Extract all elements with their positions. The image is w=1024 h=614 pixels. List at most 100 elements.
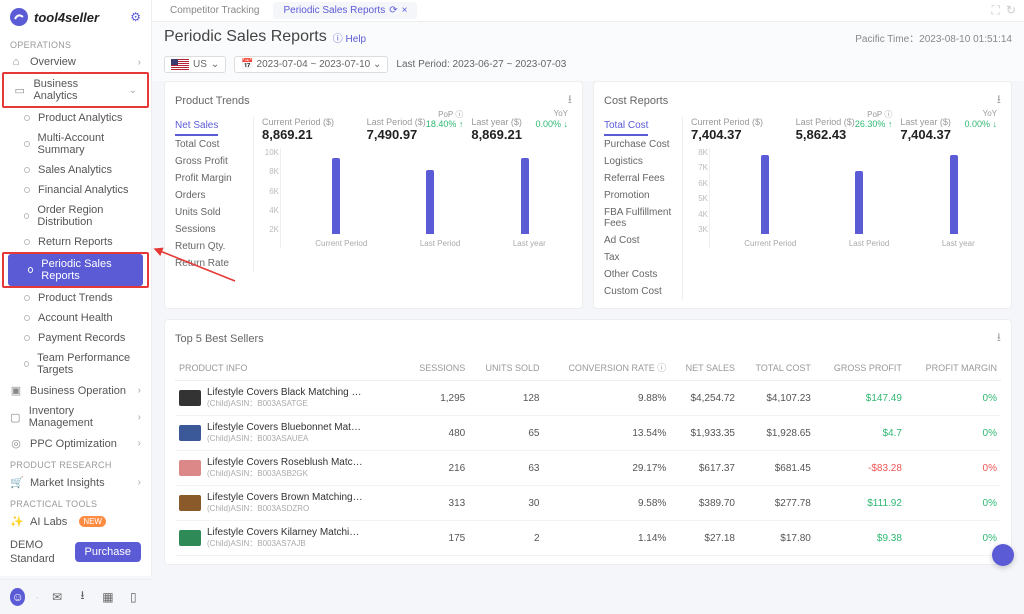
expand-icon[interactable]: ⛶ bbox=[992, 3, 1000, 18]
metric-item[interactable]: Return Rate bbox=[175, 255, 245, 272]
nav-overview[interactable]: ⌂Overview› bbox=[0, 52, 151, 72]
dot-icon bbox=[28, 267, 33, 273]
filter-row: US⌄ 📅 2023-07-04 ~ 2023-07-10 ⌄ Last Per… bbox=[152, 52, 1024, 81]
bottom-toolbar: ☺ · ✉ ⭳ ▦ ▯ bbox=[0, 579, 151, 614]
nav-multi-account[interactable]: Multi-Account Summary bbox=[0, 128, 151, 160]
nav-ai-labs[interactable]: ✨AI LabsNEW bbox=[0, 511, 151, 532]
tabs-row: Competitor Tracking Periodic Sales Repor… bbox=[152, 0, 1024, 22]
metric-item[interactable]: Promotion bbox=[604, 187, 674, 204]
main-area: Competitor Tracking Periodic Sales Repor… bbox=[152, 0, 1024, 576]
help-link[interactable]: ⓘ Help bbox=[333, 30, 366, 45]
new-badge: NEW bbox=[79, 516, 106, 527]
table-row[interactable]: Lifestyle Covers Brown Matching…(Child)A… bbox=[175, 486, 1001, 521]
nav-financial-analytics[interactable]: Financial Analytics bbox=[0, 180, 151, 200]
header-row: Periodic Sales Reports ⓘ Help Pacific Ti… bbox=[152, 22, 1024, 52]
card-title: Cost Reports bbox=[604, 95, 668, 107]
chevron-down-icon: ⌄ bbox=[211, 59, 219, 70]
nav-return-reports[interactable]: Return Reports bbox=[0, 232, 151, 252]
nav-business-operation[interactable]: ▣Business Operation› bbox=[0, 380, 151, 401]
metric-item[interactable]: Tax bbox=[604, 249, 674, 266]
home-icon: ⌂ bbox=[10, 56, 22, 68]
box-icon: ▢ bbox=[10, 411, 21, 424]
briefcase-icon: ▣ bbox=[10, 384, 22, 397]
close-icon[interactable]: × bbox=[402, 5, 408, 16]
dot-icon bbox=[24, 239, 30, 245]
nav-team-performance[interactable]: Team Performance Targets bbox=[0, 348, 151, 380]
nav-payment-records[interactable]: Payment Records bbox=[0, 328, 151, 348]
metric-item[interactable]: Return Qty. bbox=[175, 238, 245, 255]
mobile-icon[interactable]: ▯ bbox=[126, 588, 141, 606]
content: Product Trends⭳ Net SalesTotal CostGross… bbox=[152, 81, 1024, 576]
best-sellers-table: PRODUCT INFOSESSIONSUNITS SOLDCONVERSION… bbox=[175, 355, 1001, 556]
logo-icon bbox=[10, 8, 28, 26]
trends-metric-list: Net SalesTotal CostGross ProfitProfit Ma… bbox=[175, 117, 245, 272]
download-icon[interactable]: ⭳ bbox=[568, 90, 572, 111]
avatar-icon[interactable]: ☺ bbox=[10, 588, 25, 606]
metric-item[interactable]: Purchase Cost bbox=[604, 136, 674, 153]
metric-item[interactable]: Other Costs bbox=[604, 266, 674, 283]
download-icon[interactable]: ⭳ bbox=[75, 588, 90, 606]
dot-icon bbox=[24, 315, 30, 321]
chevron-right-icon: › bbox=[138, 385, 141, 396]
nav-account-health[interactable]: Account Health bbox=[0, 308, 151, 328]
nav-business-analytics[interactable]: ▭Business Analytics⌄ bbox=[4, 74, 147, 106]
table-row[interactable]: Lifestyle Covers Roseblush Matc…(Child)A… bbox=[175, 451, 1001, 486]
metric-item[interactable]: Net Sales bbox=[175, 117, 218, 136]
metric-item[interactable]: Custom Cost bbox=[604, 283, 674, 300]
purchase-button[interactable]: Purchase bbox=[75, 542, 141, 562]
trends-chart: Current Period ($)8,869.21 PoP ⓘLast Per… bbox=[262, 117, 572, 272]
cost-reports-card: Cost Reports ⭳ Total CostPurchase CostLog… bbox=[593, 81, 1012, 309]
best-sellers-card: Top 5 Best Sellers ⭳ PRODUCT INFOSESSIONS… bbox=[164, 319, 1012, 565]
product-trends-card: Product Trends⭳ Net SalesTotal CostGross… bbox=[164, 81, 583, 309]
metric-item[interactable]: Referral Fees bbox=[604, 170, 674, 187]
gear-icon[interactable]: ⚙ bbox=[130, 10, 141, 24]
table-row[interactable]: Lifestyle Covers Kilarney Matchi…(Child)… bbox=[175, 521, 1001, 556]
table-row[interactable]: Lifestyle Covers Black Matching …(Child)… bbox=[175, 381, 1001, 416]
dot-icon bbox=[24, 141, 30, 147]
metric-item[interactable]: FBA Fulfillment Fees bbox=[604, 204, 674, 232]
chevron-right-icon: › bbox=[138, 477, 141, 488]
cart-icon: 🛒 bbox=[10, 476, 22, 489]
metric-item[interactable]: Gross Profit bbox=[175, 153, 245, 170]
dot-icon bbox=[24, 187, 30, 193]
nav-periodic-sales[interactable]: Periodic Sales Reports bbox=[8, 254, 143, 286]
metric-item[interactable]: Total Cost bbox=[604, 117, 648, 136]
metric-item[interactable]: Units Sold bbox=[175, 204, 245, 221]
table-row[interactable]: Lifestyle Covers Bluebonnet Mat…(Child)A… bbox=[175, 416, 1001, 451]
mail-icon[interactable]: ✉ bbox=[49, 588, 64, 606]
table-title: Top 5 Best Sellers bbox=[175, 333, 264, 345]
metric-item[interactable]: Orders bbox=[175, 187, 245, 204]
nav-ppc[interactable]: ◎PPC Optimization› bbox=[0, 433, 151, 454]
date-range-select[interactable]: 📅 2023-07-04 ~ 2023-07-10 ⌄ bbox=[234, 56, 388, 73]
chat-bubble-icon[interactable] bbox=[992, 544, 1014, 566]
logo-row: tool4seller ⚙ bbox=[0, 0, 151, 34]
dot-icon bbox=[24, 167, 30, 173]
dot-icon bbox=[24, 115, 30, 121]
tab-periodic-sales[interactable]: Periodic Sales Reports⟳× bbox=[273, 2, 417, 19]
metric-item[interactable]: Logistics bbox=[604, 153, 674, 170]
metric-item[interactable]: Profit Margin bbox=[175, 170, 245, 187]
tab-competitor[interactable]: Competitor Tracking bbox=[160, 2, 269, 19]
history-icon[interactable]: ↻ bbox=[1006, 3, 1016, 18]
grid-icon[interactable]: ▦ bbox=[100, 588, 115, 606]
dot-icon bbox=[24, 335, 30, 341]
nav-order-region[interactable]: Order Region Distribution bbox=[0, 200, 151, 232]
refresh-icon[interactable]: ⟳ bbox=[389, 5, 397, 16]
metric-item[interactable]: Ad Cost bbox=[604, 232, 674, 249]
flag-us-icon bbox=[171, 59, 189, 70]
dot-icon bbox=[24, 295, 30, 301]
marketplace-select[interactable]: US⌄ bbox=[164, 56, 226, 73]
metric-item[interactable]: Sessions bbox=[175, 221, 245, 238]
nav-product-analytics[interactable]: Product Analytics bbox=[0, 108, 151, 128]
metric-item[interactable]: Total Cost bbox=[175, 136, 245, 153]
section-tools: PRACTICAL TOOLS bbox=[0, 493, 151, 511]
chevron-down-icon: ⌄ bbox=[129, 85, 137, 96]
section-research: PRODUCT RESEARCH bbox=[0, 454, 151, 472]
nav-sales-analytics[interactable]: Sales Analytics bbox=[0, 160, 151, 180]
nav-inventory[interactable]: ▢Inventory Management› bbox=[0, 401, 151, 433]
nav-market-insights[interactable]: 🛒Market Insights› bbox=[0, 472, 151, 493]
download-icon[interactable]: ⭳ bbox=[997, 90, 1001, 111]
nav-product-trends[interactable]: Product Trends bbox=[0, 288, 151, 308]
download-icon[interactable]: ⭳ bbox=[997, 328, 1001, 349]
chevron-right-icon: › bbox=[138, 412, 141, 423]
